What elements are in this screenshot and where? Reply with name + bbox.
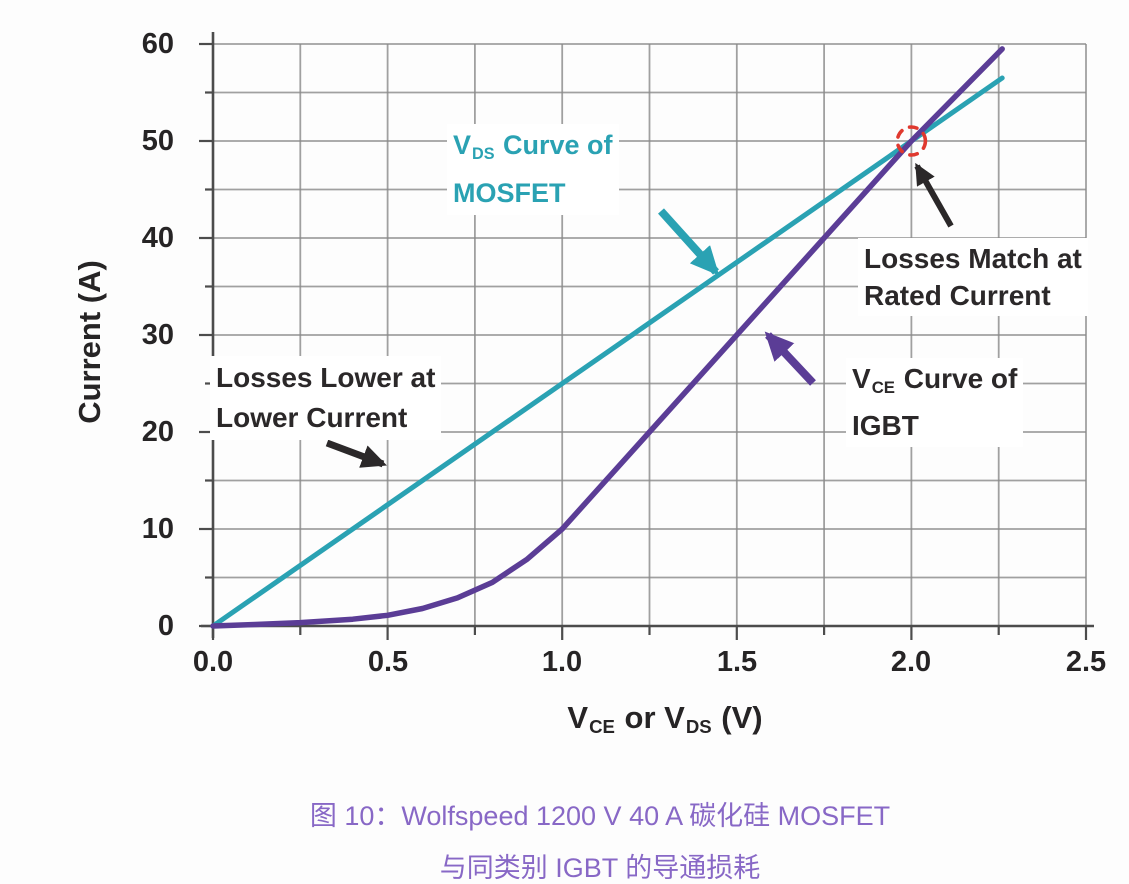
x-tick-label: 2.0 <box>890 646 932 678</box>
igbt-label-line1: VCE Curve of <box>852 363 1018 397</box>
x-tick-label: 0.0 <box>192 646 234 678</box>
igbt-arrow <box>764 331 816 386</box>
y-tick-label: 30 <box>141 319 174 351</box>
mosfet-arrow <box>658 208 720 276</box>
losses-lower-line1: Losses Lower at <box>216 362 436 393</box>
x-title-v1: V <box>567 700 589 735</box>
losses-match-line1: Losses Match at <box>864 243 1082 274</box>
x-title-sub-ce: CE <box>589 716 615 738</box>
mosfet-curve-label: VDS Curve of MOSFET <box>447 124 619 215</box>
losses-match-line2: Rated Current <box>864 280 1051 311</box>
y-tick-label: 40 <box>141 222 174 254</box>
x-tick-label: 2.5 <box>1065 646 1107 678</box>
losses-match-annotation: Losses Match at Rated Current <box>858 238 1088 316</box>
y-tick-label: 60 <box>141 28 174 60</box>
mosfet-curve <box>210 75 1005 629</box>
figure-caption: 图 10：Wolfspeed 1200 V 40 A 碳化硅 MOSFET 与同… <box>0 794 1129 884</box>
caption-line2: 与同类别 IGBT 的导通损耗 <box>439 853 761 883</box>
mosfet-label-line2: MOSFET <box>453 177 566 208</box>
losses-lower-line2: Lower Current <box>216 402 408 433</box>
y-tick-label: 50 <box>141 125 174 157</box>
losses-lower-arrow <box>325 439 387 468</box>
losses-lower-annotation: Losses Lower at Lower Current <box>210 356 442 440</box>
intersection-marker <box>895 125 928 157</box>
x-tick-label: 1.0 <box>541 646 583 678</box>
x-title-or: or V <box>615 700 685 735</box>
y-tick-label: 10 <box>141 513 174 545</box>
x-tick-label: 1.5 <box>716 646 758 678</box>
y-tick-label: 0 <box>157 610 174 642</box>
y-axis-title: Current (A) <box>72 260 107 424</box>
igbt-curve <box>210 46 1005 629</box>
mosfet-label-line1: VDS Curve of <box>453 130 613 163</box>
grid-lines <box>213 43 1087 626</box>
x-tick-label: 0.5 <box>367 646 409 678</box>
y-tick-label: 20 <box>141 416 174 448</box>
x-axis-title: VCE or VDS (V) <box>460 700 870 738</box>
caption-line1: 图 10：Wolfspeed 1200 V 40 A 碳化硅 MOSFET <box>309 801 891 831</box>
x-title-sub-ds: DS <box>685 716 712 738</box>
axes <box>199 32 1094 640</box>
x-title-unit: (V) <box>712 700 763 735</box>
igbt-label-line2: IGBT <box>852 409 919 441</box>
losses-match-arrow <box>914 162 954 228</box>
igbt-curve-label: VCE Curve of IGBT <box>846 358 1024 447</box>
